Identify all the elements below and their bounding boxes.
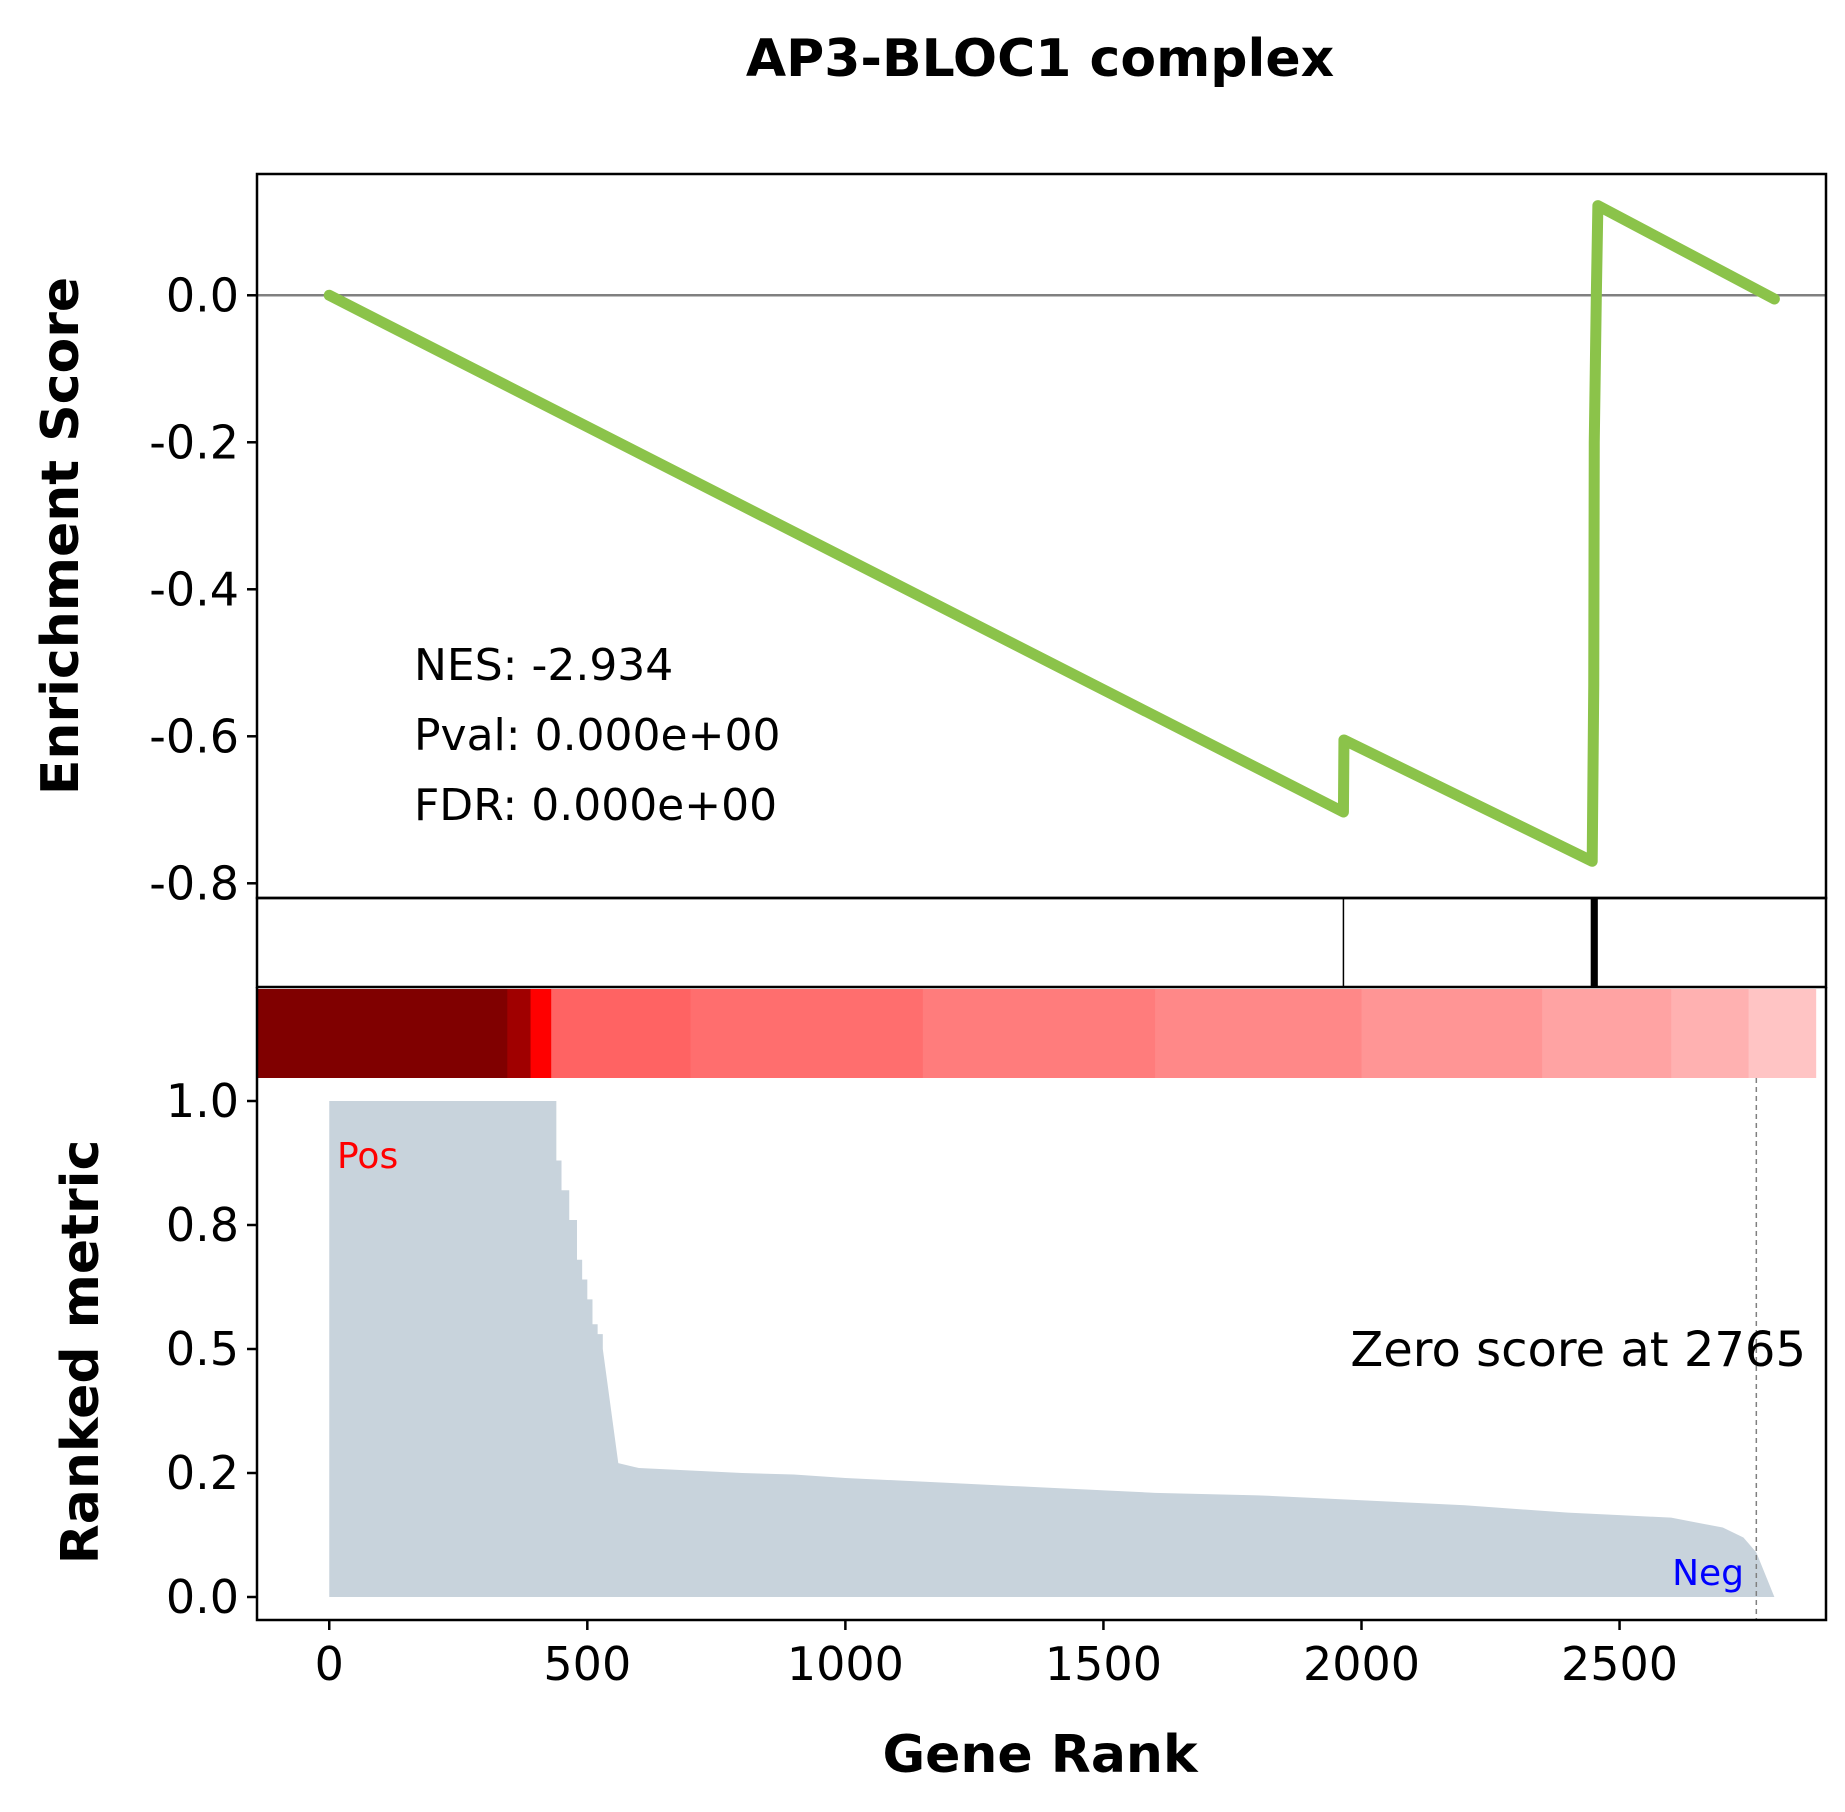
y-tick-label: -0.2 — [149, 415, 239, 469]
stats-fdr: FDR: 0.000e+00 — [414, 780, 777, 831]
y-tick-label: 0.5 — [166, 1322, 239, 1376]
x-tick-label: 0 — [315, 1637, 344, 1691]
y-tick-label: 0.0 — [166, 268, 239, 322]
x-tick-label: 1000 — [787, 1637, 904, 1691]
heatmap-segment — [1542, 989, 1672, 1078]
y-tick-label: -0.6 — [149, 709, 239, 763]
heatmap-segment — [257, 989, 508, 1078]
heatmap-segment — [1748, 989, 1817, 1078]
y-tick-label: 0.8 — [166, 1198, 239, 1252]
pos-label: Pos — [337, 1136, 398, 1177]
chart-title: AP3-BLOC1 complex — [746, 29, 1334, 89]
y-tick-label: 1.0 — [166, 1074, 239, 1128]
zero-score-text: Zero score at 2765 — [1350, 1322, 1806, 1378]
hits-panel-frame — [255, 896, 1828, 989]
x-tick-label: 500 — [543, 1637, 631, 1691]
ranked-metric-area — [329, 1101, 1775, 1597]
neg-label: Neg — [1672, 1553, 1744, 1594]
enrichment-score-line — [323, 200, 1780, 867]
enrichment-panel: 0.0 -0.2 -0.4 -0.6 -0.8 NES: -2.934 Pval: 0.… — [31, 172, 1828, 910]
rank-heatmap — [257, 989, 1817, 1078]
x-tick-label: 2000 — [1303, 1637, 1420, 1691]
gene-rank-x-ticks: 0 500 1000 1500 2000 2500 — [315, 1620, 1678, 1691]
enrichment-y-axis-label: Enrichment Score — [31, 277, 91, 795]
hits-panel — [255, 896, 1828, 989]
heatmap-segment — [1361, 989, 1543, 1078]
y-tick-label: 0.2 — [166, 1446, 239, 1500]
heatmap-segment — [922, 989, 1156, 1078]
heatmap-segment — [530, 989, 552, 1078]
x-tick-label: 2500 — [1561, 1637, 1678, 1691]
heatmap-segment — [1671, 989, 1750, 1078]
heatmap-segment — [551, 989, 692, 1078]
hit-markers — [1342, 898, 1598, 987]
stats-pval: Pval: 0.000e+00 — [414, 710, 780, 761]
heatmap-segment — [690, 989, 924, 1078]
ranked-metric-panel: 0.0 0.2 0.5 0.8 1.0 0 500 1000 1500 2000 2500 Pos… — [51, 987, 1828, 1785]
heatmap-segment — [1155, 989, 1362, 1078]
y-tick-label: -0.4 — [149, 562, 239, 616]
ranked-metric-axes — [255, 987, 1828, 1622]
x-tick-label: 1500 — [1045, 1637, 1162, 1691]
enrichment-y-ticks: 0.0 -0.2 -0.4 -0.6 -0.8 — [149, 268, 257, 910]
y-tick-label: 0.0 — [166, 1570, 239, 1624]
ranked-metric-y-ticks: 0.0 0.2 0.5 0.8 1.0 — [166, 1074, 257, 1624]
ranked-metric-y-axis-label: Ranked metric — [51, 1140, 111, 1565]
stats-nes: NES: -2.934 — [414, 640, 673, 691]
heatmap-segment — [507, 989, 532, 1078]
x-axis-label: Gene Rank — [882, 1725, 1198, 1785]
y-tick-label: -0.8 — [149, 856, 239, 910]
